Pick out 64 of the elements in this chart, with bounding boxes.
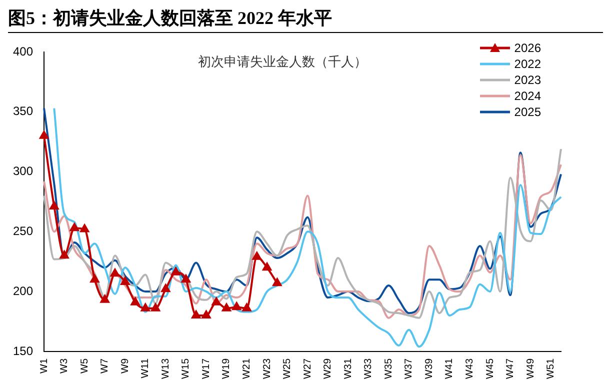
y-tick-label: 250 (12, 224, 34, 238)
point (100, 294, 110, 303)
x-tick-label: W15 (180, 358, 192, 379)
x-tick-label: W35 (383, 358, 394, 379)
x-tick-label: W31 (342, 358, 354, 379)
point (161, 284, 170, 292)
chart-title: 图5：初请失业金人数回落至 2022 年水平 (8, 6, 603, 33)
y-tick-label: 400 (12, 44, 34, 58)
point (232, 302, 242, 310)
x-tick-label: W33 (363, 358, 374, 379)
x-tick-label: W1 (38, 358, 50, 374)
y-tick-label: 350 (12, 104, 34, 118)
legend-label: 2022 (514, 56, 541, 72)
x-tick-label: W19 (221, 358, 232, 379)
point (40, 130, 48, 139)
line-series (53, 107, 562, 348)
point (50, 202, 59, 210)
x-tick-label: W7 (100, 358, 111, 374)
point (181, 274, 190, 283)
point (171, 267, 180, 276)
x-tick-label: W51 (546, 358, 557, 379)
point (110, 268, 120, 277)
legend-label: 2025 (514, 104, 541, 120)
point (70, 223, 79, 232)
x-tick-label: W25 (282, 358, 294, 379)
point (272, 278, 282, 286)
point (151, 303, 160, 312)
y-tick-label: 200 (12, 284, 34, 298)
x-tick-label: W37 (404, 358, 415, 379)
x-tick-label: W29 (322, 358, 334, 379)
point (60, 250, 69, 259)
x-tick-label: W5 (79, 358, 90, 374)
point (140, 303, 150, 312)
x-tick-label: W27 (302, 358, 314, 379)
x-tick-label: W9 (120, 358, 131, 374)
legend-label: 2026 (514, 40, 541, 56)
x-tick-label: W23 (262, 358, 273, 379)
legend-label: 2023 (514, 72, 541, 88)
x-tick-label: W13 (160, 358, 172, 379)
point (212, 297, 221, 306)
y-tick-label: 150 (12, 344, 34, 358)
x-tick-label: W43 (464, 358, 476, 379)
x-tick-label: W3 (59, 358, 70, 374)
point (252, 252, 262, 260)
chart-subtitle: 初次申请失业金人数（千人） (198, 54, 368, 69)
point (262, 262, 272, 271)
x-tick-label: W49 (525, 358, 536, 379)
point (90, 274, 100, 283)
point (222, 303, 231, 312)
x-tick-label: W41 (444, 358, 456, 379)
point (202, 310, 211, 319)
x-tick-label: W45 (484, 358, 496, 379)
x-tick-label: W11 (140, 358, 152, 378)
point (80, 224, 90, 232)
legend-label: 2024 (514, 88, 541, 104)
point (192, 310, 201, 319)
point (242, 303, 252, 312)
x-tick-label: W17 (200, 358, 212, 379)
x-tick-label: W39 (424, 358, 435, 379)
x-tick-label: W47 (505, 358, 516, 379)
x-tick-label: W21 (242, 358, 253, 379)
point (130, 297, 140, 306)
y-tick-label: 300 (12, 164, 34, 178)
point (120, 276, 130, 285)
